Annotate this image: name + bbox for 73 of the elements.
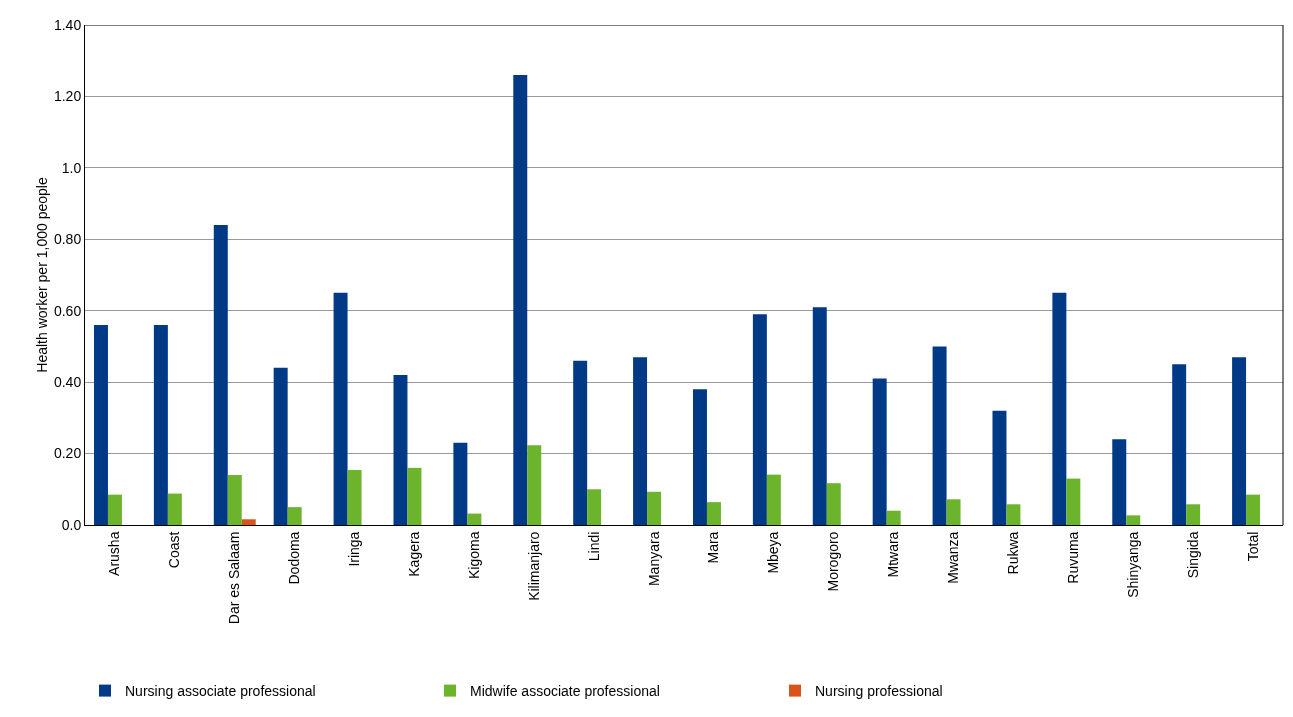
legend-label: Midwife associate professional xyxy=(470,683,660,700)
bar xyxy=(107,494,122,525)
bar xyxy=(167,493,182,525)
bar xyxy=(241,519,256,525)
bar xyxy=(886,510,901,525)
bar xyxy=(273,367,288,525)
bar xyxy=(752,314,767,525)
bar xyxy=(1172,364,1187,525)
bar xyxy=(766,474,781,525)
bar xyxy=(946,499,961,525)
bar xyxy=(93,325,108,525)
bar xyxy=(153,325,168,525)
bar xyxy=(213,225,228,525)
x-tick-label: Arusha xyxy=(106,531,123,576)
bar xyxy=(1186,504,1201,525)
bar xyxy=(573,360,588,525)
legend-label: Nursing associate professional xyxy=(125,683,316,700)
bar xyxy=(407,467,422,525)
x-tick-label: Kagera xyxy=(406,531,422,577)
bar xyxy=(647,491,662,525)
bar xyxy=(1066,478,1081,525)
bar xyxy=(1006,504,1021,525)
x-tick-label: Kigoma xyxy=(465,531,482,580)
bar xyxy=(992,410,1007,525)
legend-label: Nursing professional xyxy=(815,683,943,700)
x-tick-label: Mwanza xyxy=(945,531,962,584)
y-tick-label: 0.60 xyxy=(53,302,82,319)
bar xyxy=(706,502,721,525)
bar xyxy=(826,483,841,525)
bar xyxy=(1232,357,1247,525)
x-tick-label: Ruvuma xyxy=(1064,531,1081,584)
bar xyxy=(227,475,242,525)
y-tick-label: 1.0 xyxy=(61,159,82,176)
x-tick-label: Manyara xyxy=(645,531,662,587)
y-tick-label: 1.40 xyxy=(53,16,82,33)
x-tick-label: Mtwara xyxy=(885,531,902,578)
bar xyxy=(393,375,408,525)
bar xyxy=(1052,292,1067,525)
bar xyxy=(287,507,302,525)
bar xyxy=(347,470,362,525)
bar xyxy=(872,378,887,525)
bar xyxy=(633,357,648,525)
bar xyxy=(513,75,528,525)
bar xyxy=(1246,494,1261,525)
bar xyxy=(932,346,947,525)
bar xyxy=(587,489,602,525)
x-tick-label: Singida xyxy=(1184,531,1201,579)
y-tick-label: 0.0 xyxy=(61,516,82,533)
y-tick-label: 0.80 xyxy=(53,231,82,248)
bar xyxy=(453,442,468,525)
bar xyxy=(812,307,827,525)
bar xyxy=(527,445,542,525)
y-tick-label: 1.20 xyxy=(53,88,82,105)
x-tick-label: Shinyanga xyxy=(1124,531,1141,598)
x-tick-label: Rukwa xyxy=(1005,531,1021,575)
x-tick-label: Dodoma xyxy=(286,531,303,585)
y-axis-title: Health worker per 1,000 people xyxy=(34,177,50,373)
bar xyxy=(1112,439,1127,525)
y-tick-label: 0.40 xyxy=(53,374,82,391)
bar xyxy=(692,389,707,525)
x-tick-label: Dar es Salaam xyxy=(226,531,243,625)
bar xyxy=(1126,515,1141,525)
x-tick-label: Mara xyxy=(705,531,722,564)
x-tick-label: Coast xyxy=(166,531,183,569)
bar xyxy=(467,513,482,525)
x-tick-label: Iringa xyxy=(346,531,363,567)
x-tick-label: Lindi xyxy=(585,531,602,562)
x-tick-label: Kilimanjaro xyxy=(525,531,542,601)
x-tick-label: Total xyxy=(1244,531,1261,562)
x-tick-label: Mbeya xyxy=(765,531,782,574)
x-tick-label: Morogoro xyxy=(825,531,842,592)
y-tick-label: 0.20 xyxy=(53,445,82,462)
bar xyxy=(333,292,348,525)
